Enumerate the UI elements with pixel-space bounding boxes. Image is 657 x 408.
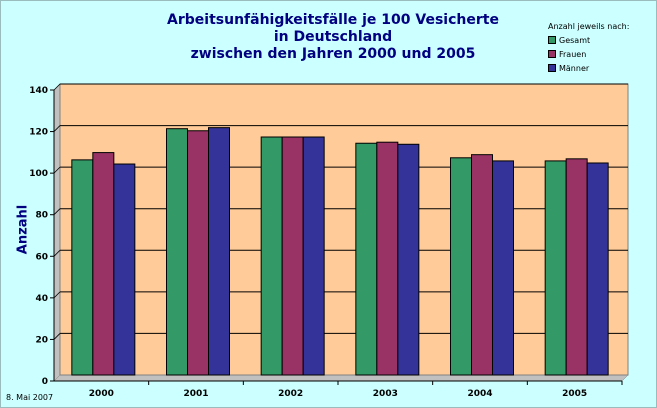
bar-mnner-2003 — [397, 143, 420, 376]
bar-frauen-2002 — [281, 136, 304, 376]
footer-date: 8. Mai 2007 — [6, 393, 54, 402]
x-tick-label: 2003 — [373, 389, 398, 399]
legend-swatch-frauen — [548, 50, 556, 58]
bar-mnner-2001 — [208, 127, 230, 376]
y-tick-label: 0 — [42, 377, 48, 387]
legend-title: Anzahl jeweils nach: — [548, 22, 630, 31]
legend-label-maenner: Männer — [559, 63, 590, 73]
x-tick-label: 2001 — [183, 389, 208, 399]
bar-gesamt-2005 — [544, 160, 567, 376]
y-tick-label: 20 — [35, 335, 48, 345]
bar-mnner-2000 — [113, 163, 136, 376]
gridline-wall — [53, 291, 61, 299]
legend-item-frauen: Frauen — [548, 47, 648, 61]
title-line-1: Arbeitsunfähigkeitsfälle je 100 Vesicher… — [167, 12, 499, 28]
legend-label-frauen: Frauen — [559, 49, 587, 59]
legend-item-gesamt: Gesamt — [548, 33, 648, 47]
gridline-wall — [53, 333, 61, 340]
bar-gesamt-2003 — [355, 142, 378, 376]
title-line-3: zwischen den Jahren 2000 und 2005 — [190, 46, 476, 62]
x-tick-label: 2002 — [278, 389, 303, 399]
gridline-wall — [53, 125, 61, 132]
bar-gesamt-2000 — [71, 159, 94, 376]
y-tick-label: 120 — [29, 128, 48, 138]
bar-gesamt-2002 — [260, 136, 283, 376]
legend-item-maenner: Männer — [548, 61, 648, 75]
title-line-2: in Deutschland — [273, 29, 393, 45]
x-tick-label: 2004 — [467, 389, 492, 399]
bar-gesamt-2001 — [166, 128, 188, 376]
y-tick-label: 40 — [35, 294, 48, 304]
plot-floor — [53, 374, 629, 382]
gridline-wall — [53, 83, 61, 91]
y-tick-label: 100 — [29, 169, 48, 179]
bar-frauen-2004 — [471, 154, 493, 376]
legend: Anzahl jeweils nach: Gesamt Frauen Männe… — [548, 22, 648, 75]
bar-frauen-2003 — [376, 141, 399, 376]
gridline-wall — [53, 166, 61, 174]
x-tick-label: 2005 — [562, 389, 587, 399]
legend-swatch-gesamt — [548, 36, 556, 44]
bar-gesamt-2004 — [450, 157, 472, 376]
y-tick-label: 80 — [35, 211, 48, 221]
gridline-wall — [53, 250, 61, 257]
bar-frauen-2001 — [187, 130, 209, 376]
y-tick-label: 60 — [35, 252, 48, 262]
gridline-wall — [53, 208, 61, 215]
chart-title: Arbeitsunfähigkeitsfälle je 100 Vesicher… — [118, 12, 548, 63]
plot-area — [59, 83, 629, 376]
bar-mnner-2002 — [302, 136, 325, 376]
legend-swatch-maenner — [548, 64, 556, 72]
bar-frauen-2000 — [92, 152, 115, 376]
legend-label-gesamt: Gesamt — [559, 35, 591, 45]
bar-mnner-2005 — [586, 162, 609, 376]
y-tick-label: 140 — [29, 86, 48, 96]
bar-mnner-2004 — [492, 160, 514, 376]
bar-frauen-2005 — [565, 158, 588, 376]
x-tick-label: 2000 — [89, 389, 114, 399]
